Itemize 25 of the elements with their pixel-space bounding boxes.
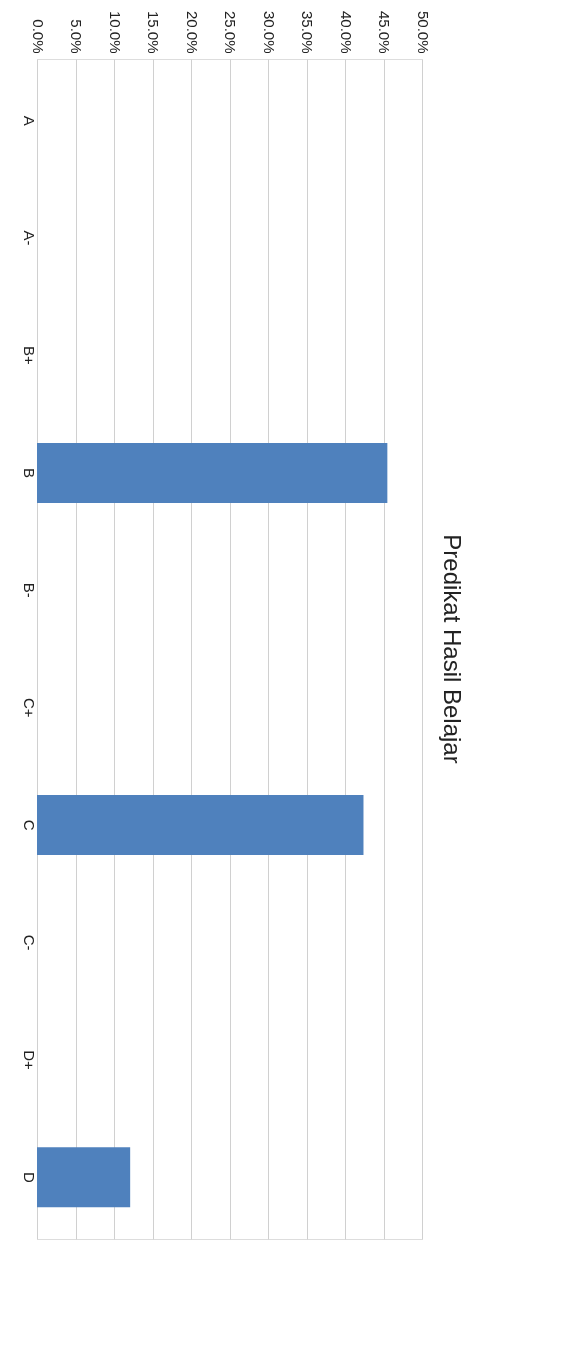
y-tick-label: C-	[20, 934, 38, 951]
x-tick-label: 0.0%	[29, 19, 47, 54]
y-tick-label: A-	[20, 230, 38, 246]
x-tick-label: 35.0%	[299, 10, 316, 54]
y-tick-label: C	[20, 819, 38, 831]
x-tick-label: 45.0%	[376, 10, 393, 54]
y-tick-label: C+	[20, 697, 38, 718]
y-tick-label: D	[20, 1171, 38, 1183]
x-tick-label: 30.0%	[260, 10, 278, 54]
bar	[37, 1147, 131, 1208]
x-tick-label: 20.0%	[183, 10, 201, 54]
y-tick-label: B+	[20, 346, 38, 366]
y-tick-label: B	[20, 467, 38, 478]
bar	[37, 795, 364, 856]
x-tick-label: 10.0%	[106, 10, 124, 54]
y-tick-label: B-	[20, 582, 38, 598]
x-tick-label: 15.0%	[145, 10, 162, 54]
text: Predikat Hasil Belajar	[439, 534, 466, 764]
y-tick-label: A	[20, 115, 38, 126]
x-tick-label: 50.0%	[414, 10, 432, 54]
x-tick-label: 25.0%	[222, 10, 239, 54]
bar	[37, 442, 388, 503]
x-tick-label: 40.0%	[337, 10, 355, 54]
y-tick-label: D+	[20, 1050, 38, 1070]
x-tick-label: 5.0%	[68, 19, 85, 54]
